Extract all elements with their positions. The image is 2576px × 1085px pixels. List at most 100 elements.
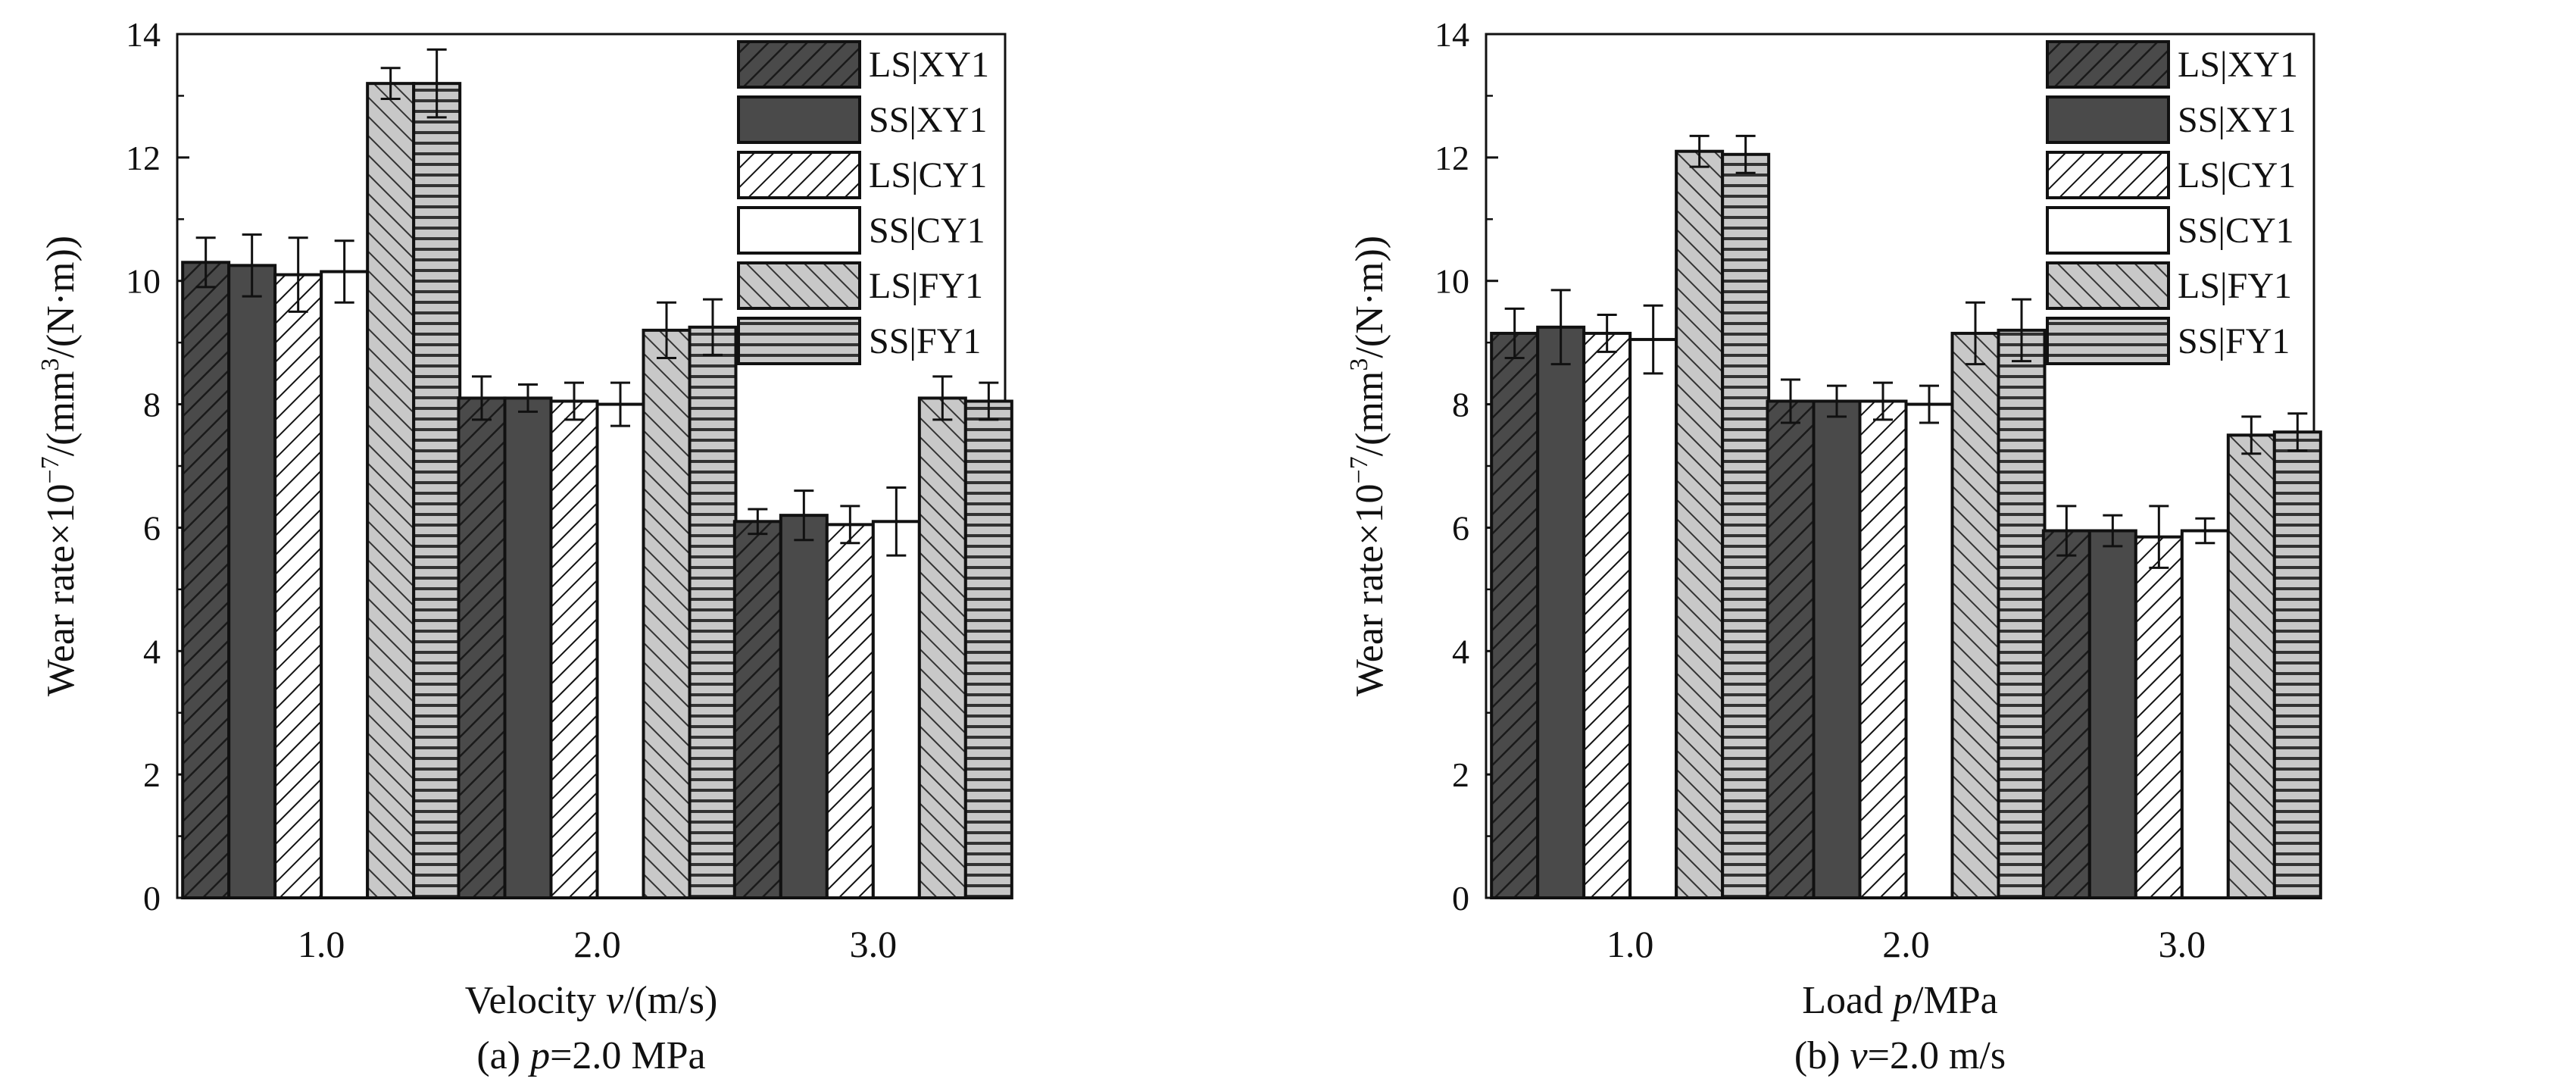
caption-rest: =2.0 MPa [550,1034,706,1077]
y-tick-label: 10 [126,262,161,301]
y-tick-label: 0 [143,879,161,918]
legend-label: LS|FY1 [2178,266,2292,306]
legend-label: LS|CY1 [869,155,987,195]
bar-ls-cy1-2.0 [549,399,599,899]
bar-ls-xy1-1.0 [1490,331,1540,899]
bar-ls-cy1-2.0 [1858,399,1908,899]
bar-ls-fy1-2.0 [642,328,692,900]
legend-label: SS|XY1 [869,100,987,140]
panel-b: 0 2 4 6 8 10 12 14 1.0 2.0 3.0 LS|XY1 SS|XY1 LS|CY1 SS… [1345,15,2322,1077]
bar-ls-fy1-3.0 [917,396,967,899]
bar-ls-xy1-1.0 [181,261,231,899]
caption-var: v [1850,1034,1869,1077]
panel-caption: (a) p=2.0 MPa [476,1034,705,1077]
bar-ls-cy1-1.0 [1582,331,1632,899]
panel-caption: (b) v=2.0 m/s [1794,1034,2006,1077]
y-tick-label: 2 [143,755,161,794]
legend-swatch [2046,151,2170,199]
caption-prefix: (a) [476,1034,530,1077]
x-axis-label: Load p/MPa [1802,979,1998,1022]
bar-ss-xy1-2.0 [503,396,553,899]
x-axis-label-rest: /MPa [1912,979,1998,1022]
bar-ss-fy1-3.0 [963,399,1013,899]
y-tick-label: 6 [143,508,161,547]
bar-ls-fy1-2.0 [1950,331,2000,899]
bar-ss-xy1-1.0 [227,264,277,900]
x-axis-label-prefix: Velocity [465,979,606,1022]
x-axis-label-prefix: Load [1802,979,1893,1022]
y-axis-label-exponent2: 3 [1345,358,1373,371]
bar-ss-cy1-2.0 [595,402,645,899]
legend-label: SS|FY1 [2178,321,2290,361]
legend-label: SS|CY1 [2178,211,2294,251]
y-tick-label: 0 [1452,879,1469,918]
bar-ls-fy1-1.0 [366,82,416,900]
y-tick-label: 12 [126,139,161,177]
x-axis-label-rest: /(m/s) [623,979,717,1022]
bar-ss-fy1-2.0 [688,325,738,899]
bar-ss-xy1-1.0 [1536,325,1586,899]
bar-ls-xy1-2.0 [1766,399,1816,899]
caption-var: p [527,1034,550,1077]
bar-ls-cy1-3.0 [2134,535,2184,900]
legend-swatch [737,95,861,144]
legend-swatch [2046,95,2170,144]
legend-label: SS|CY1 [869,211,985,251]
x-tick-label: 2.0 [573,923,621,965]
legend-swatch [2046,206,2170,255]
legend-swatch [737,40,861,89]
bar-ls-fy1-3.0 [2226,433,2276,899]
legend-label: SS|FY1 [869,321,981,361]
bar-ls-xy1-3.0 [2041,529,2091,899]
legend-label: LS|FY1 [869,266,983,306]
x-tick-label: 3.0 [850,923,898,965]
y-axis-label-exponent: −7 [36,456,64,483]
bar-ss-xy1-2.0 [1812,399,1862,899]
y-tick-label: 4 [1452,632,1469,671]
bar-ls-fy1-1.0 [1675,149,1725,899]
legend-swatch [737,151,861,199]
y-axis-label-main: Wear rate×10 [39,483,83,696]
bar-ss-fy1-3.0 [2272,430,2322,899]
legend-swatch [737,206,861,255]
y-tick-label: 2 [1452,755,1469,794]
y-tick-label: 12 [1435,139,1469,177]
legend-label: LS|XY1 [2178,45,2298,85]
x-axis-label-var: p [1890,979,1912,1022]
y-tick-label: 8 [1452,386,1469,424]
legend-label: LS|CY1 [2178,155,2296,195]
legend-swatch [2046,317,2170,365]
y-axis-label-unit: /(mm [39,371,83,457]
bar-ls-xy1-3.0 [732,520,782,899]
bar-ss-cy1-3.0 [2180,529,2230,899]
bar-ss-fy1-1.0 [412,82,462,900]
x-axis-label: Velocity v/(m/s) [465,979,718,1022]
caption-rest: =2.0 m/s [1868,1034,2006,1077]
bar-ls-cy1-1.0 [273,273,323,900]
y-axis-label-end: /(N·m)) [1348,236,1391,358]
y-axis-label-unit: /(mm [1348,371,1391,457]
bar-ss-xy1-3.0 [2087,529,2137,899]
y-axis-label-end: /(N·m)) [39,236,83,358]
bar-ss-fy1-2.0 [1997,328,2047,900]
y-axis-label: Wear rate×10−7/(mm3/(N·m)) [1345,236,1391,696]
bar-ls-cy1-3.0 [825,523,875,899]
bar-ss-xy1-3.0 [779,514,829,900]
x-tick-label: 2.0 [1882,923,1930,965]
y-tick-label: 6 [1452,508,1469,547]
legend-label: LS|XY1 [869,45,989,85]
y-axis-label: Wear rate×10−7/(mm3/(N·m)) [36,236,83,696]
bar-ss-cy1-3.0 [871,520,921,899]
legend-swatch [737,261,861,310]
legend-swatch [2046,40,2170,89]
y-axis-label-exponent2: 3 [36,358,64,371]
y-axis-label-main: Wear rate×10 [1348,483,1391,696]
x-tick-label: 3.0 [2159,923,2206,965]
caption-prefix: (b) [1794,1034,1850,1077]
y-tick-label: 8 [143,386,161,424]
bar-ss-cy1-2.0 [1904,402,1954,899]
panel-a: 0 2 4 6 8 10 12 14 1.0 2.0 3.0 LS|XY1 SS|XY1 LS|CY1 SS… [36,15,1013,1077]
x-tick-label: 1.0 [1606,923,1654,965]
bar-ls-xy1-2.0 [457,396,507,899]
